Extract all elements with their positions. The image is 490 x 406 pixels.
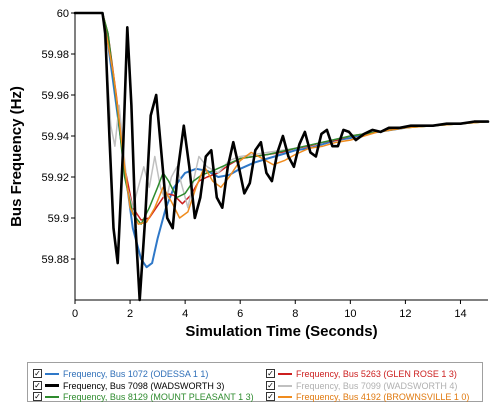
legend-item-bus-5263[interactable]: ✓ Frequency, Bus 5263 (GLEN ROSE 1 3) (266, 367, 457, 380)
legend-swatch (45, 395, 59, 398)
y-tick-label: 59.94 (41, 131, 69, 143)
legend-item-bus-7098[interactable]: ✓ Frequency, Bus 7098 (WADSWORTH 3) (33, 379, 224, 392)
x-tick-label: 14 (454, 308, 466, 320)
x-tick-label: 8 (292, 308, 298, 320)
legend-checkbox[interactable]: ✓ (266, 369, 275, 378)
legend-label: Frequency, Bus 8129 (MOUNT PLEASANT 1 3) (63, 391, 254, 402)
legend-swatch (45, 372, 59, 375)
legend-swatch (278, 372, 292, 375)
legend-item-bus-8129[interactable]: ✓ Frequency, Bus 8129 (MOUNT PLEASANT 1 … (33, 390, 254, 403)
series-line-5 (73, 11, 490, 302)
x-tick-label: 6 (237, 308, 243, 320)
legend-label: Frequency, Bus 7099 (WADSWORTH 4) (296, 380, 458, 391)
legend-swatch (278, 395, 292, 398)
frequency-chart: 0 2 4 6 8 10 12 14 59.88 59.9 59.92 59.94 59.96 59.98… (8, 8, 490, 340)
legend-item-bus-4192[interactable]: ✓ Frequency, Bus 4192 (BROWNSVILLE 1 0) (266, 390, 469, 403)
series-line-1 (74, 12, 489, 221)
legend-checkbox[interactable]: ✓ (266, 381, 275, 390)
legend-item-bus-1072[interactable]: ✓ Frequency, Bus 1072 (ODESSA 1 1) (33, 367, 208, 380)
y-tick-label: 59.98 (41, 49, 69, 61)
y-tick-label: 60 (57, 8, 69, 20)
legend-label: Frequency, Bus 7098 (WADSWORTH 3) (63, 380, 225, 391)
legend-item-bus-7099[interactable]: ✓ Frequency, Bus 7099 (WADSWORTH 4) (266, 379, 457, 392)
series-line-2 (74, 12, 489, 209)
y-tick-label: 59.92 (41, 172, 69, 184)
series-lines (73, 11, 490, 302)
legend-label: Frequency, Bus 1072 (ODESSA 1 1) (63, 368, 209, 379)
legend-label: Frequency, Bus 4192 (BROWNSVILLE 1 0) (296, 391, 470, 402)
chart-legend: ✓ Frequency, Bus 1072 (ODESSA 1 1) ✓ Fre… (27, 362, 483, 402)
y-tick-label: 59.96 (41, 90, 69, 102)
legend-checkbox[interactable]: ✓ (266, 392, 275, 401)
axes (74, 13, 488, 301)
y-tick-label: 59.88 (41, 254, 69, 266)
x-tick-label: 12 (399, 308, 411, 320)
tick-marks: 0 2 4 6 8 10 12 14 59.88 59.9 59.92 59.94 59.96 59.98… (41, 8, 466, 320)
legend-checkbox[interactable]: ✓ (33, 392, 42, 401)
x-axis-title: Simulation Time (Seconds) (185, 323, 377, 340)
legend-swatch (278, 384, 292, 387)
legend-label: Frequency, Bus 5263 (GLEN ROSE 1 3) (296, 368, 457, 379)
legend-checkbox[interactable]: ✓ (33, 381, 42, 390)
y-axis-title: Bus Frequency (Hz) (8, 86, 25, 227)
y-tick-label: 59.9 (48, 213, 69, 225)
x-tick-label: 0 (72, 308, 78, 320)
x-tick-label: 4 (182, 308, 188, 320)
legend-swatch (45, 384, 59, 387)
legend-checkbox[interactable]: ✓ (33, 369, 42, 378)
x-tick-label: 2 (127, 308, 133, 320)
x-tick-label: 10 (344, 308, 356, 320)
